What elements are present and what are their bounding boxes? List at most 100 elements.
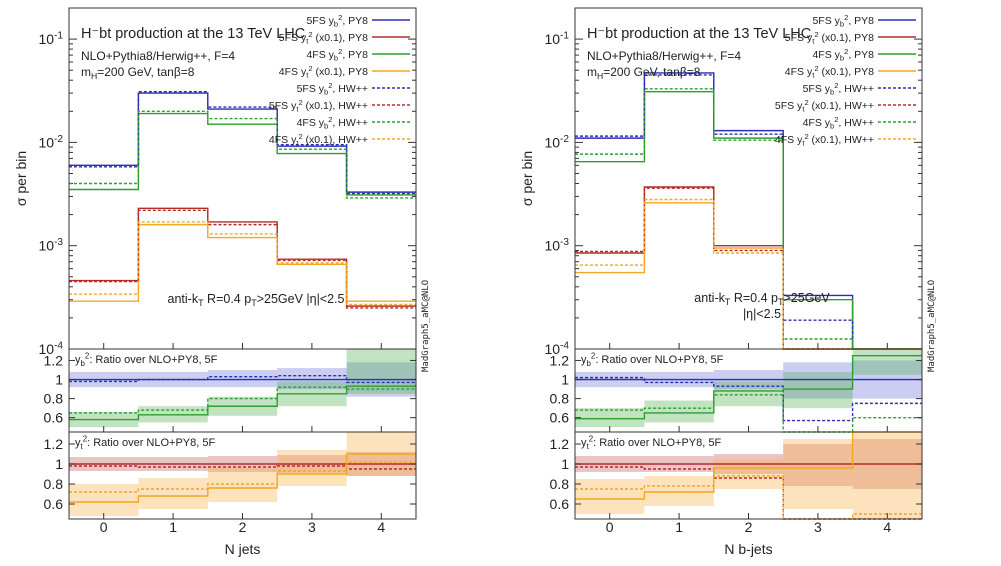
legend-label-3: 4FS yt2​ (x0.1), PY8 xyxy=(785,64,874,80)
ratio-yt-band-1-bin-3 xyxy=(783,439,853,509)
legend-label-7: 4FS yt2​ (x0.1), HW++ xyxy=(269,132,368,148)
legend-label-3: 4FS yt2​ (x0.1), PY8 xyxy=(279,64,368,80)
main-series-line-3 xyxy=(69,223,416,302)
main-y-tick-label: 10-1​ xyxy=(38,30,63,47)
main-series-line-1 xyxy=(575,186,922,350)
ratio-yb-ratio-line-3 xyxy=(69,386,416,414)
x-axis-label: N jets xyxy=(225,541,261,557)
legend-label-0: 5FS yb2​, PY8 xyxy=(306,13,368,29)
ratio-yt-band-1-bin-0 xyxy=(69,484,139,516)
ratio-yb-y-tick-label: 1 xyxy=(55,372,63,388)
chart-subtitle-0: NLO+Pythia8/Herwig++, F=4 xyxy=(587,49,741,63)
main-series-line-7 xyxy=(575,198,922,350)
ratio-yt-band-1-bin-1 xyxy=(644,476,714,506)
ratio-yt-band-1-bin-3 xyxy=(277,450,347,486)
chart-subtitle-0: NLO+Pythia8/Herwig++, F=4 xyxy=(81,49,235,63)
chart-title: H⁻bt production at the 13 TeV LHC xyxy=(587,26,811,42)
ratio-yb-band-0-bin-2 xyxy=(207,369,278,388)
cut-label-1: |η|<2.5 xyxy=(743,307,781,321)
main-series-line-6 xyxy=(69,110,416,199)
ratio-yt-band-0-bin-3 xyxy=(783,444,853,486)
chart-panel-1: 10-1​ 10-2​ 10-3​ 10-4​ H⁻bt production at t… xyxy=(519,7,937,557)
ratio-yt-band-1-bin-2 xyxy=(207,468,278,502)
x-tick-label-1: 1 xyxy=(169,519,177,535)
ratio-yt-y-tick-label: 1.2 xyxy=(550,436,570,452)
ratio-yb-ratio-line-3 xyxy=(575,394,922,433)
chart-subtitle-1: mH​=200 GeV, tanβ=8 xyxy=(81,65,195,81)
main-series-line-5 xyxy=(575,187,922,350)
ratio-yb-y-tick-label: 1.2 xyxy=(550,352,570,368)
x-tick-label-1: 1 xyxy=(675,519,683,535)
legend-label-6: 4FS yb2​, HW++ xyxy=(297,115,368,131)
legend-label-2: 4FS yb2​, PY8 xyxy=(306,47,368,63)
main-y-tick-label: 10-4​ xyxy=(544,340,569,357)
chart-title: H⁻bt production at the 13 TeV LHC xyxy=(81,26,305,42)
y-axis-label: σ per bin xyxy=(13,151,29,206)
ratio-yt-y-tick-label: 0.6 xyxy=(550,496,570,512)
ratio-yb-y-tick-label: 1.2 xyxy=(44,352,64,368)
ratio-yb-y-tick-label: 1 xyxy=(561,372,569,388)
x-tick-label-2: 2 xyxy=(745,519,753,535)
ratio-yb-band-1-bin-2 xyxy=(713,381,784,407)
ratio-yt-y-tick-label: 1 xyxy=(561,456,569,472)
main-y-tick-label: 10-2​ xyxy=(38,134,63,151)
ratio-yt-y-tick-label: 0.8 xyxy=(44,476,64,492)
ratio-yb-y-tick-label: 0.6 xyxy=(550,410,570,426)
ratio-yt-label: yt2​: Ratio over NLO+PY8, 5F xyxy=(581,435,721,451)
ratio-yt-band-1-bin-0 xyxy=(575,479,645,514)
y-axis-label: σ per bin xyxy=(519,151,535,206)
watermark: MadGraph5_aMC@NLO xyxy=(421,280,431,372)
ratio-yt-ratio-line-3 xyxy=(575,475,922,520)
legend-label-0: 5FS yb2​, PY8 xyxy=(812,13,874,29)
ratio-yb-y-tick-label: 0.8 xyxy=(44,391,64,407)
chart-panel-0: 10-1​ 10-2​ 10-3​ 10-4​ H⁻bt production at t… xyxy=(13,7,431,557)
ratio-yb-band-0-bin-3 xyxy=(277,368,347,390)
cut-label-0: anti-kT​ R=0.4 pT​>25GeV xyxy=(694,291,830,307)
x-tick-label-3: 3 xyxy=(814,519,822,535)
legend-label-5: 5FS yt2​ (x0.1), HW++ xyxy=(775,98,874,114)
x-tick-label-0: 0 xyxy=(100,519,108,535)
main-y-tick-label: 10-3​ xyxy=(38,237,63,254)
watermark: MadGraph5_aMC@NLO xyxy=(927,280,937,372)
legend-label-4: 5FS yb2​, HW++ xyxy=(803,81,874,97)
ratio-yt-y-tick-label: 1.2 xyxy=(44,436,64,452)
cut-label-0: anti-kT​ R=0.4 pT​>25GeV |η|<2.5 xyxy=(168,292,345,308)
ratio-yb-y-tick-label: 0.6 xyxy=(44,410,64,426)
x-tick-label-0: 0 xyxy=(606,519,614,535)
ratio-yt-ratio-line-3 xyxy=(69,461,416,493)
ratio-yt-y-tick-label: 0.6 xyxy=(44,496,64,512)
ratio-yt-y-tick-label: 1 xyxy=(55,456,63,472)
ratio-yt-band-1-bin-1 xyxy=(138,478,208,509)
legend-label-6: 4FS yb2​, HW++ xyxy=(803,115,874,131)
ratio-yb-band-1-bin-4 xyxy=(852,349,922,375)
legend-label-1: 5FS yt2​ (x0.1), PY8 xyxy=(785,30,874,46)
legend-label-1: 5FS yt2​ (x0.1), PY8 xyxy=(279,30,368,46)
main-y-tick-label: 10-1​ xyxy=(544,30,569,47)
ratio-yb-y-tick-label: 0.8 xyxy=(550,391,570,407)
ratio-yb-band-1-bin-1 xyxy=(644,400,714,423)
ratio-yb-ratio-line-1 xyxy=(575,376,922,422)
legend-label-2: 4FS yb2​, PY8 xyxy=(812,47,874,63)
main-series-line-6 xyxy=(575,88,922,350)
chart-subtitle-1: mH​=200 GeV, tanβ=8 xyxy=(587,65,701,81)
ratio-yb-label: yb2​: Ratio over NLO+PY8, 5F xyxy=(75,352,218,368)
x-axis-label: N b-jets xyxy=(724,541,772,557)
legend-label-5: 5FS yt2​ (x0.1), HW++ xyxy=(269,98,368,114)
ratio-yb-band-1-bin-4 xyxy=(346,349,416,394)
legend-label-4: 5FS yb2​, HW++ xyxy=(297,81,368,97)
main-series-line-3 xyxy=(575,202,922,350)
ratio-yb-ratio-line-2 xyxy=(575,354,922,420)
main-y-tick-label: 10-3​ xyxy=(544,237,569,254)
ratio-yb-band-0-bin-3 xyxy=(783,362,853,399)
ratio-yb-band-1-bin-0 xyxy=(575,408,645,428)
ratio-yt-y-tick-label: 0.8 xyxy=(550,476,570,492)
x-tick-label-3: 3 xyxy=(308,519,316,535)
ratio-yb-ratio-line-2 xyxy=(69,385,416,421)
ratio-yt-label: yt2​: Ratio over NLO+PY8, 5F xyxy=(75,435,215,451)
x-tick-label-4: 4 xyxy=(883,519,891,535)
ratio-yb-ratio-line-1 xyxy=(69,375,416,384)
ratio-yb-label: yb2​: Ratio over NLO+PY8, 5F xyxy=(581,352,724,368)
x-tick-label-4: 4 xyxy=(377,519,385,535)
main-series-line-7 xyxy=(69,221,416,306)
